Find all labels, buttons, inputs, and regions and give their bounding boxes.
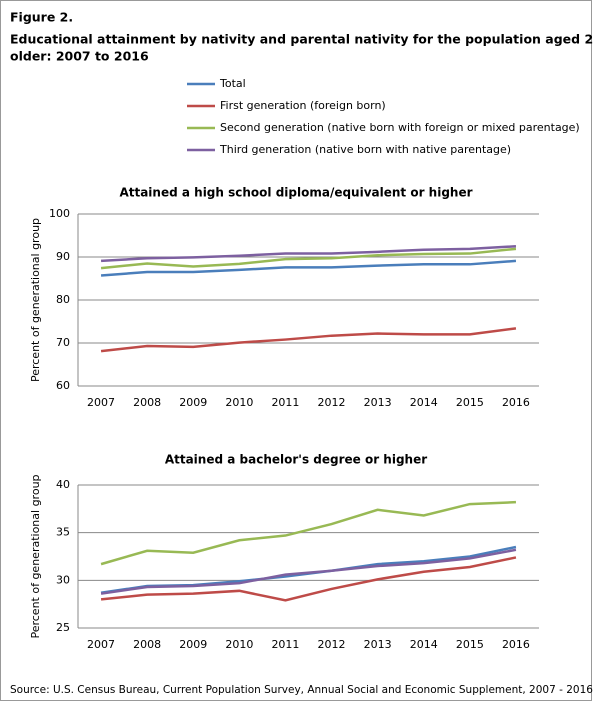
- y-axis-label: Percent of generational group: [29, 218, 42, 382]
- x-tick-label: 2008: [133, 638, 161, 651]
- y-tick-label: 35: [56, 526, 70, 539]
- x-tick-label: 2013: [364, 638, 392, 651]
- legend-label: Total: [219, 77, 246, 90]
- x-tick-label: 2013: [364, 396, 392, 409]
- x-tick-label: 2007: [87, 396, 115, 409]
- x-tick-label: 2008: [133, 396, 161, 409]
- x-tick-label: 2015: [456, 396, 484, 409]
- y-tick-label: 90: [56, 250, 70, 263]
- x-tick-label: 2012: [318, 638, 346, 651]
- y-tick-label: 80: [56, 293, 70, 306]
- series-line: [100, 327, 517, 353]
- legend-label: First generation (foreign born): [220, 99, 386, 112]
- x-tick-label: 2015: [456, 638, 484, 651]
- y-tick-label: 60: [56, 379, 70, 392]
- x-tick-label: 2011: [271, 638, 299, 651]
- chart-title: Attained a bachelor's degree or higher: [165, 453, 427, 467]
- y-tick-label: 25: [56, 621, 70, 634]
- legend-label: Third generation (native born with nativ…: [219, 143, 511, 156]
- x-tick-label: 2010: [225, 638, 253, 651]
- x-tick-label: 2010: [225, 396, 253, 409]
- series-line: [100, 556, 517, 602]
- x-tick-label: 2014: [410, 396, 438, 409]
- series-line: [100, 247, 517, 270]
- x-tick-label: 2014: [410, 638, 438, 651]
- series-line: [100, 245, 517, 263]
- legend-label: Second generation (native born with fore…: [220, 121, 580, 134]
- series-line: [100, 548, 517, 595]
- x-tick-label: 2016: [502, 638, 530, 651]
- x-tick-label: 2011: [271, 396, 299, 409]
- chart-title: Attained a high school diploma/equivalen…: [119, 186, 472, 200]
- figure-title: older: 2007 to 2016: [10, 49, 149, 64]
- y-tick-label: 40: [56, 478, 70, 491]
- series-line: [100, 259, 517, 277]
- x-tick-label: 2012: [318, 396, 346, 409]
- x-tick-label: 2016: [502, 396, 530, 409]
- y-tick-label: 70: [56, 336, 70, 349]
- x-tick-label: 2009: [179, 638, 207, 651]
- figure-label: Figure 2.: [10, 10, 73, 25]
- y-axis-label: Percent of generational group: [29, 474, 42, 638]
- series-line: [100, 500, 517, 566]
- figure-title: Educational attainment by nativity and p…: [10, 32, 593, 47]
- y-tick-label: 100: [49, 207, 70, 220]
- source: Source: U.S. Census Bureau, Current Popu…: [10, 684, 593, 696]
- y-tick-label: 30: [56, 573, 70, 586]
- x-tick-label: 2007: [87, 638, 115, 651]
- x-tick-label: 2009: [179, 396, 207, 409]
